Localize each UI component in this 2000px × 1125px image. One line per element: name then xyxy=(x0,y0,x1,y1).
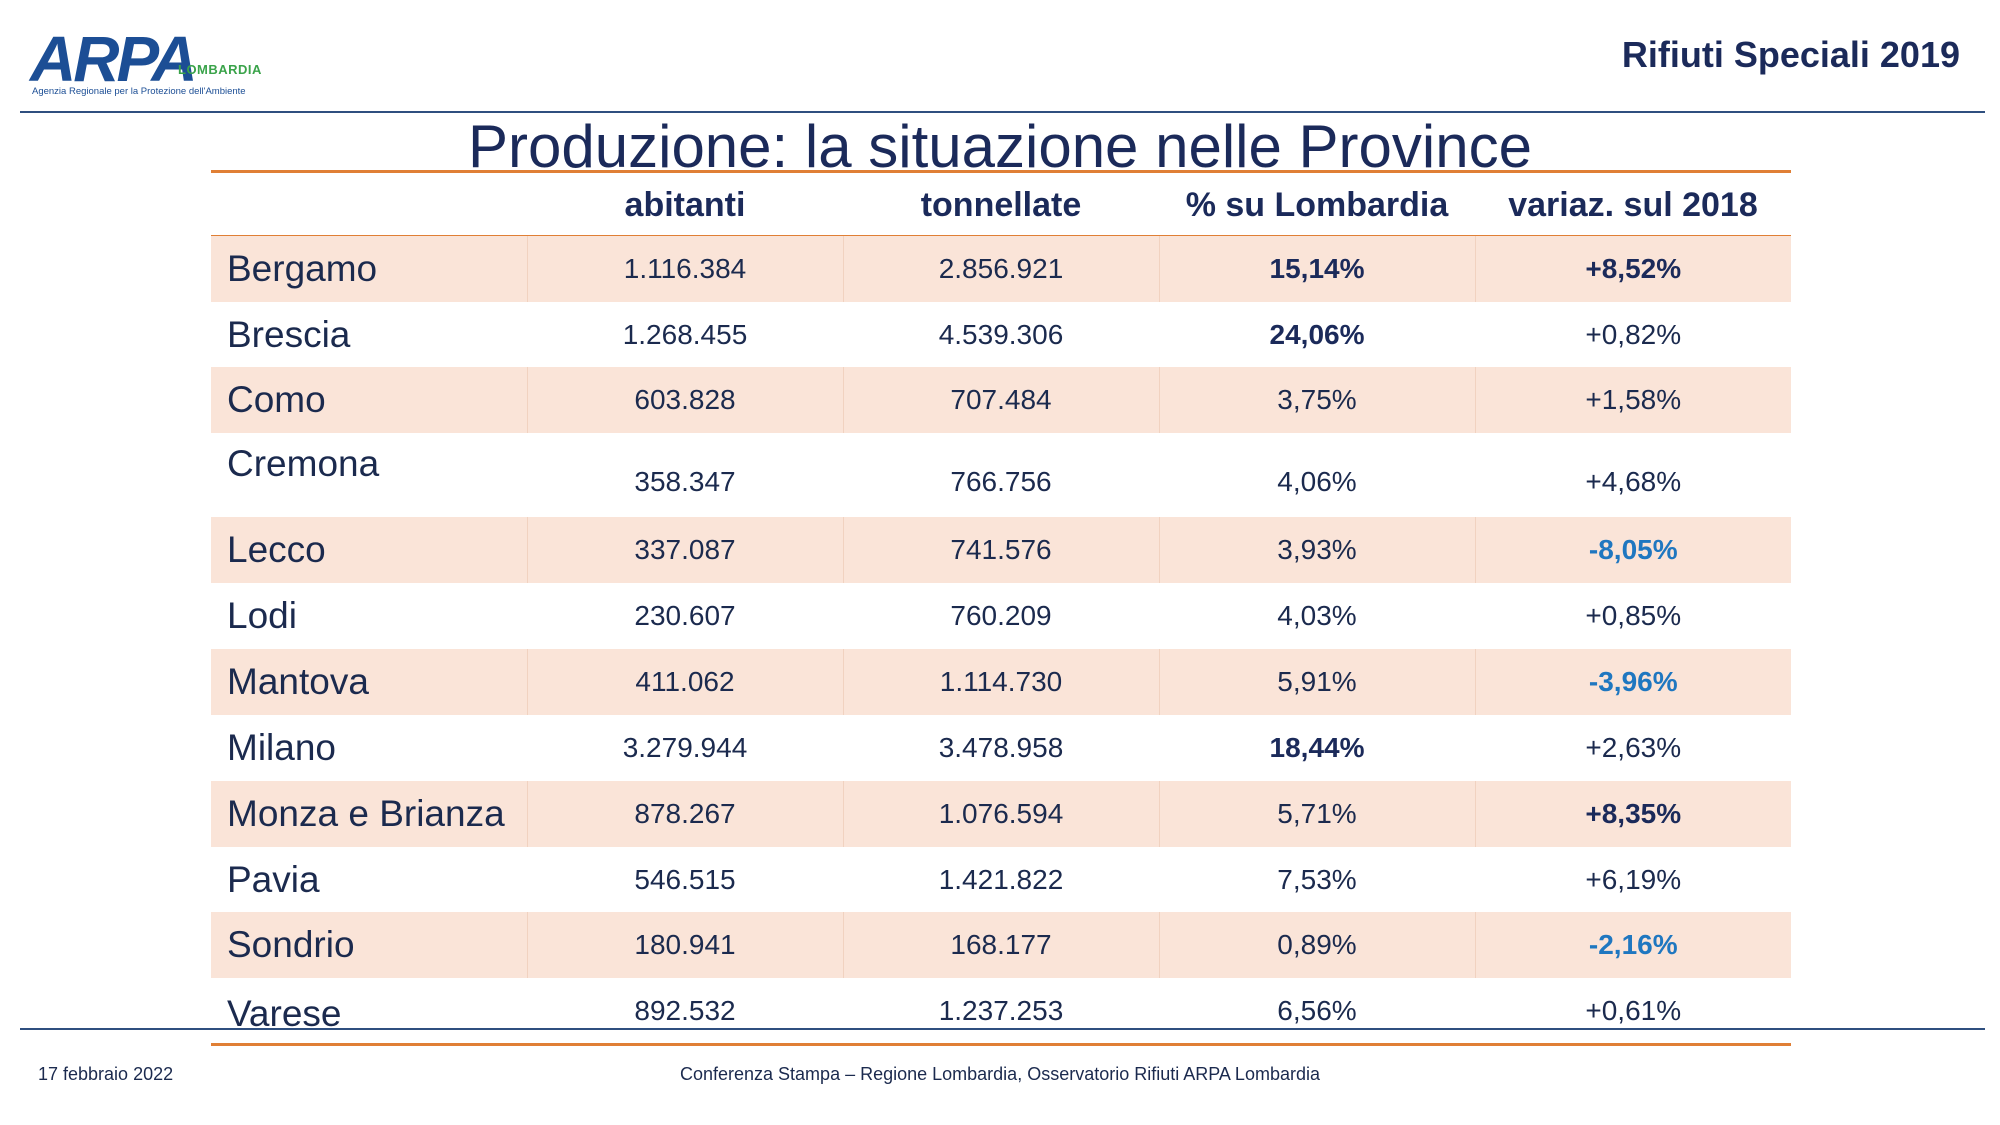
tonnellate-cell: 1.237.253 xyxy=(842,978,1159,1043)
abitanti-cell: 1.116.384 xyxy=(526,236,843,302)
abitanti-cell: 878.267 xyxy=(526,781,843,847)
header-title: Rifiuti Speciali 2019 xyxy=(1621,34,1960,75)
logo-wordmark: ARPA xyxy=(30,23,198,95)
table-row: Milano 3.279.944 3.478.958 18,44% +2,63% xyxy=(211,715,1791,781)
table-top-rule xyxy=(211,170,1791,173)
var-cell: +2,63% xyxy=(1474,715,1791,781)
tonnellate-cell: 4.539.306 xyxy=(842,302,1159,367)
province-name: Pavia xyxy=(211,847,527,912)
arpa-logo: ARPA LOMBARDIA Agenzia Regionale per la … xyxy=(30,23,262,100)
page-title: Produzione: la situazione nelle Province xyxy=(468,113,1532,180)
logo-region: LOMBARDIA xyxy=(178,62,262,77)
table-bottom-rule xyxy=(211,1043,1791,1046)
abitanti-cell: 230.607 xyxy=(526,583,843,649)
table-row: Cremona 358.347 766.756 4,06% +4,68% xyxy=(211,433,1791,517)
table-row: Lecco 337.087 741.576 3,93% -8,05% xyxy=(211,517,1791,583)
table-row: Varese 892.532 1.237.253 6,56% +0,61% xyxy=(211,978,1791,1043)
footer-date: 17 febbraio 2022 xyxy=(38,1064,174,1084)
pct-cell: 0,89% xyxy=(1158,912,1475,978)
var-cell: +8,35% xyxy=(1474,781,1791,847)
tonnellate-cell: 766.756 xyxy=(842,433,1159,517)
pct-cell: 3,75% xyxy=(1158,367,1475,433)
pct-cell: 4,03% xyxy=(1158,583,1475,649)
tonnellate-cell: 1.421.822 xyxy=(842,847,1159,912)
tonnellate-cell: 707.484 xyxy=(842,367,1159,433)
var-cell: +6,19% xyxy=(1474,847,1791,912)
var-cell: +0,61% xyxy=(1474,978,1791,1043)
tonnellate-cell: 1.114.730 xyxy=(842,649,1159,715)
pct-cell: 24,06% xyxy=(1158,302,1475,367)
var-cell: -3,96% xyxy=(1474,649,1791,715)
abitanti-cell: 892.532 xyxy=(526,978,843,1043)
pct-cell: 15,14% xyxy=(1158,236,1475,302)
province-name: Milano xyxy=(211,715,527,781)
abitanti-cell: 3.279.944 xyxy=(526,715,843,781)
pct-cell: 18,44% xyxy=(1158,715,1475,781)
abitanti-cell: 180.941 xyxy=(526,912,843,978)
var-cell: +8,52% xyxy=(1474,236,1791,302)
pct-cell: 4,06% xyxy=(1158,433,1475,517)
abitanti-cell: 411.062 xyxy=(526,649,843,715)
province-name: Lecco xyxy=(211,517,527,583)
var-cell: -2,16% xyxy=(1474,912,1791,978)
abitanti-cell: 358.347 xyxy=(526,433,843,517)
var-cell: +0,82% xyxy=(1474,302,1791,367)
logo-agency: Agenzia Regionale per la Protezione dell… xyxy=(32,86,246,97)
footer-source: Conferenza Stampa – Regione Lombardia, O… xyxy=(679,1064,1320,1084)
pct-cell: 5,71% xyxy=(1158,781,1475,847)
tonnellate-cell: 1.076.594 xyxy=(842,781,1159,847)
abitanti-cell: 546.515 xyxy=(526,847,843,912)
province-name: Como xyxy=(211,367,527,433)
pct-cell: 3,93% xyxy=(1158,517,1475,583)
table-row: Pavia 546.515 1.421.822 7,53% +6,19% xyxy=(211,847,1791,912)
col-header-tonnellate: tonnellate xyxy=(920,185,1082,224)
table-header-row: abitanti tonnellate % su Lombardia varia… xyxy=(211,174,1791,236)
tonnellate-cell: 760.209 xyxy=(842,583,1159,649)
province-name: Brescia xyxy=(211,302,527,367)
tonnellate-cell: 3.478.958 xyxy=(842,715,1159,781)
header-divider xyxy=(20,111,1985,113)
var-cell: -8,05% xyxy=(1474,517,1791,583)
col-header-var: variaz. sul 2018 xyxy=(1508,185,1758,224)
province-name: Sondrio xyxy=(211,912,527,978)
province-name: Varese xyxy=(211,978,527,1043)
table-row: Como 603.828 707.484 3,75% +1,58% xyxy=(211,367,1791,433)
abitanti-cell: 337.087 xyxy=(526,517,843,583)
var-cell: +4,68% xyxy=(1474,433,1791,517)
var-cell: +1,58% xyxy=(1474,367,1791,433)
abitanti-cell: 1.268.455 xyxy=(526,302,843,367)
province-name: Cremona xyxy=(211,433,527,517)
province-name: Bergamo xyxy=(211,236,527,302)
col-header-abitanti: abitanti xyxy=(624,185,746,224)
province-name: Mantova xyxy=(211,649,527,715)
tonnellate-cell: 2.856.921 xyxy=(842,236,1159,302)
abitanti-cell: 603.828 xyxy=(526,367,843,433)
pct-cell: 5,91% xyxy=(1158,649,1475,715)
table-row: Bergamo 1.116.384 2.856.921 15,14% +8,52% xyxy=(211,236,1791,302)
tonnellate-cell: 168.177 xyxy=(842,912,1159,978)
table-row: Mantova 411.062 1.114.730 5,91% -3,96% xyxy=(211,649,1791,715)
col-header-pct: % su Lombardia xyxy=(1185,185,1449,224)
table-row: Lodi 230.607 760.209 4,03% +0,85% xyxy=(211,583,1791,649)
province-table: abitanti tonnellate % su Lombardia varia… xyxy=(211,174,1791,1043)
province-name: Monza e Brianza xyxy=(211,781,527,847)
pct-cell: 7,53% xyxy=(1158,847,1475,912)
var-cell: +0,85% xyxy=(1474,583,1791,649)
pct-cell: 6,56% xyxy=(1158,978,1475,1043)
tonnellate-cell: 741.576 xyxy=(842,517,1159,583)
table-row: Monza e Brianza 878.267 1.076.594 5,71% +8,3… xyxy=(211,781,1791,847)
table-row: Sondrio 180.941 168.177 0,89% -2,16% xyxy=(211,912,1791,978)
footer-divider xyxy=(20,1028,1985,1030)
province-name: Lodi xyxy=(211,583,527,649)
table-row: Brescia 1.268.455 4.539.306 24,06% +0,82% xyxy=(211,302,1791,367)
col-header-province xyxy=(211,174,527,236)
